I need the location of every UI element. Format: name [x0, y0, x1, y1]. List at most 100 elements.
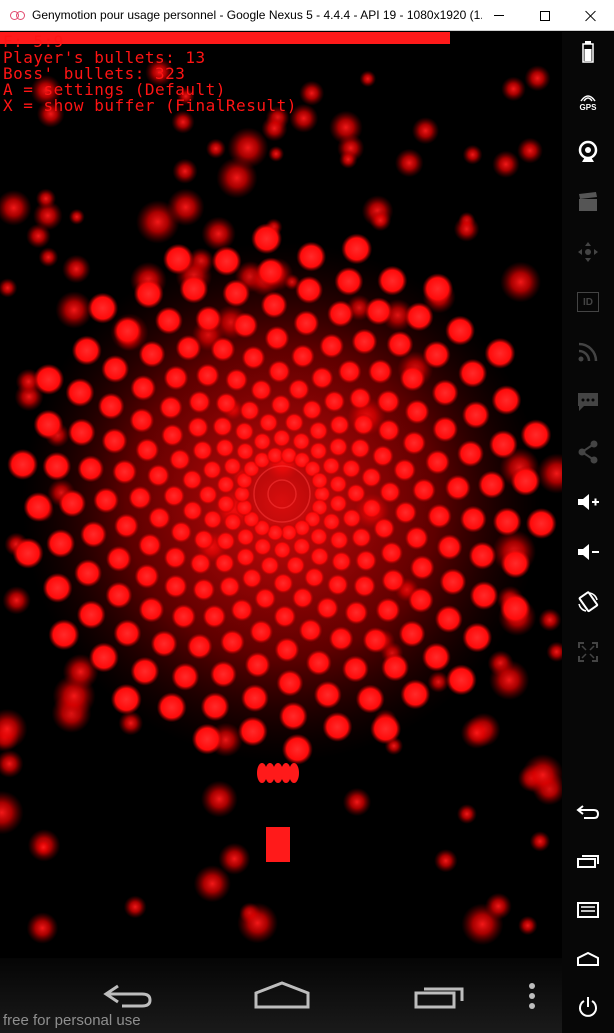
- tool-recents-button[interactable]: [571, 844, 605, 878]
- maximize-button[interactable]: [522, 0, 568, 31]
- boss-bullet: [97, 392, 125, 420]
- boss-bullet: [253, 537, 273, 557]
- boss-bullet: [216, 475, 236, 494]
- boss-bullet: [445, 315, 476, 346]
- boss-bullet: [264, 325, 290, 351]
- device-id-button[interactable]: ID: [571, 285, 605, 319]
- tool-home-button[interactable]: [571, 942, 605, 976]
- webcam-icon: [578, 140, 598, 162]
- share-button[interactable]: [571, 435, 605, 469]
- boss-bullet: [76, 600, 106, 630]
- nav-recents-button[interactable]: [400, 976, 480, 1016]
- boss-bullet: [278, 701, 308, 731]
- boss-bullet: [355, 684, 385, 714]
- stray-bullet: [529, 831, 551, 852]
- gps-button[interactable]: GPS: [571, 85, 605, 119]
- emulator-screen[interactable]: F: 5:9 Player's bullets: 13 Boss' bullet…: [0, 32, 562, 958]
- boss-bullet: [211, 246, 242, 277]
- boss-bullet: [404, 526, 429, 550]
- boss-bullet: [510, 466, 541, 496]
- tool-menu-button[interactable]: [571, 893, 605, 927]
- boss-bullet: [188, 390, 211, 414]
- boss-bullet: [171, 662, 200, 691]
- boss-bullet: [209, 660, 237, 688]
- volume-down-button[interactable]: [571, 535, 605, 569]
- boss-bullet: [235, 441, 255, 461]
- stray-bullet: [26, 912, 59, 944]
- boss-bullet: [315, 596, 339, 620]
- boss-bullet: [200, 692, 230, 722]
- boss-bullet: [337, 359, 362, 384]
- boss-bullet: [371, 445, 394, 467]
- boss-bullet: [500, 548, 531, 579]
- id-icon: ID: [577, 292, 599, 312]
- boss-bullet: [135, 438, 160, 462]
- stray-bullet: [193, 865, 231, 903]
- power-button[interactable]: [571, 990, 605, 1024]
- fullscreen-button[interactable]: [571, 635, 605, 669]
- stray-bullet: [501, 76, 526, 102]
- nav-home-button[interactable]: [242, 976, 322, 1016]
- boss-bullet: [362, 627, 389, 654]
- boss-bullet: [462, 622, 493, 653]
- stray-bullet: [456, 804, 477, 824]
- boss-bullet: [309, 546, 330, 567]
- rotate-button[interactable]: [571, 585, 605, 619]
- capture-button[interactable]: [571, 185, 605, 219]
- boss-bullet: [163, 574, 188, 599]
- boss-bullet: [191, 723, 223, 755]
- stray-bullet: [0, 190, 32, 226]
- boss-bullet: [171, 604, 197, 629]
- boss-bullet: [146, 464, 170, 487]
- boss-bullet: [234, 421, 255, 442]
- network-button[interactable]: [571, 335, 605, 369]
- boss-bullet: [492, 507, 522, 537]
- boss-bullet: [218, 575, 241, 598]
- boss-bullet: [292, 536, 312, 556]
- boss-bullet: [361, 497, 383, 519]
- menu-icon: [577, 902, 599, 918]
- hud-boss-bullets: Boss' bullets: 323: [3, 64, 186, 83]
- boss-bullet: [274, 637, 300, 663]
- boss-bullet: [270, 394, 292, 416]
- game-canvas[interactable]: [0, 32, 562, 958]
- stray-bullet: [518, 915, 538, 936]
- nav-menu-button[interactable]: [520, 976, 544, 1016]
- stray-bullet: [172, 158, 198, 184]
- boss-bullet: [12, 537, 44, 569]
- boss-bullet: [212, 416, 234, 437]
- battery-button[interactable]: [571, 35, 605, 69]
- stray-bullet: [62, 254, 91, 284]
- boss-bullet: [344, 600, 369, 625]
- boss-bullet: [444, 474, 471, 501]
- volume-up-button[interactable]: [571, 485, 605, 519]
- boss-bullet: [71, 335, 102, 366]
- dpad-button[interactable]: [571, 235, 605, 269]
- boss-bullet: [373, 517, 396, 540]
- boss-bullet: [256, 257, 286, 287]
- boss-bullet: [491, 385, 522, 416]
- boss-bullet: [160, 423, 184, 447]
- boss-bullet: [130, 375, 157, 401]
- boss-bullet: [273, 605, 297, 628]
- tool-back-button[interactable]: [571, 795, 605, 829]
- close-icon: [585, 10, 597, 22]
- boss-bullet: [93, 487, 120, 514]
- stray-bullet: [2, 586, 31, 615]
- stray-bullet: [36, 100, 65, 128]
- minimize-button[interactable]: [476, 0, 522, 31]
- window-titlebar: Genymotion pour usage personnel - Google…: [0, 0, 614, 31]
- boss-bullet: [308, 441, 328, 461]
- boss-bullet: [162, 243, 194, 275]
- close-button[interactable]: [568, 0, 614, 31]
- boss-bullet: [46, 529, 76, 558]
- boss-bullet: [189, 552, 212, 575]
- nav-back-button[interactable]: [88, 976, 168, 1016]
- sms-button[interactable]: [571, 385, 605, 419]
- webcam-button[interactable]: [571, 135, 605, 169]
- stray-bullet: [200, 780, 238, 818]
- boss-bullet: [113, 619, 142, 648]
- boss-bullet: [364, 297, 393, 326]
- boss-bullet: [341, 655, 369, 683]
- boss-bullet: [225, 368, 249, 392]
